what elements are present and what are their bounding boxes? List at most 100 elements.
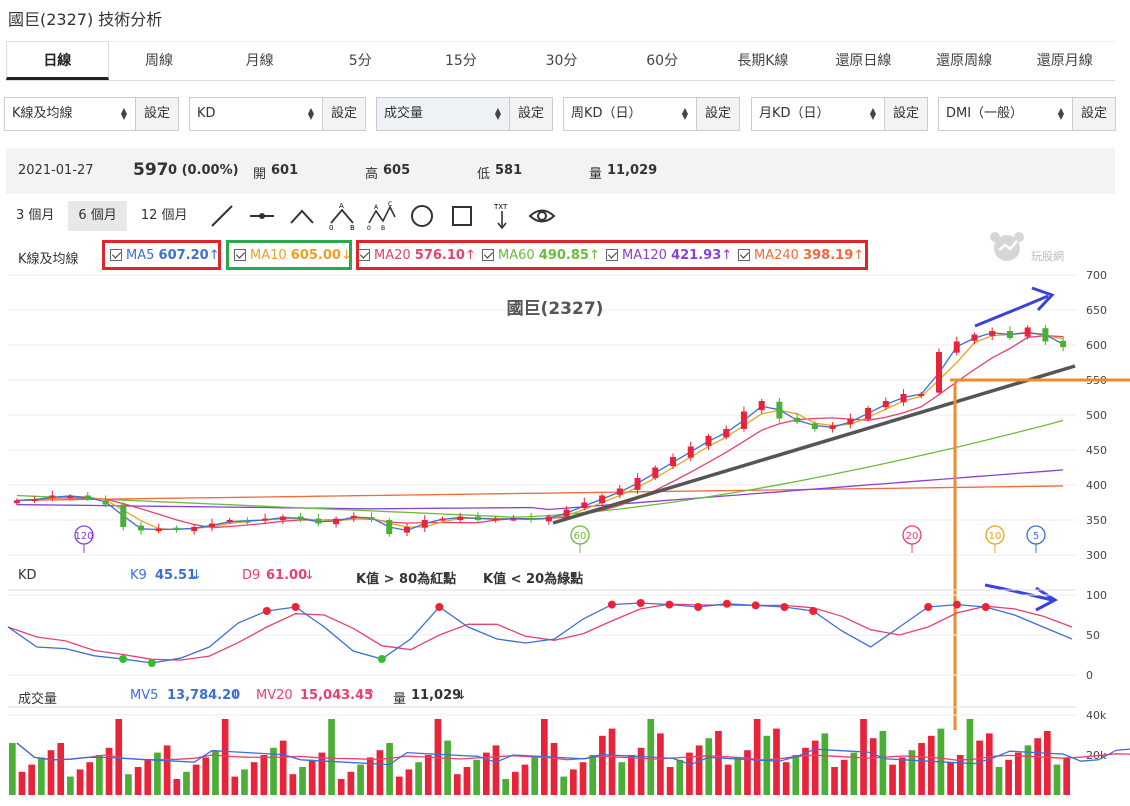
- angle-tool-icon[interactable]: [282, 201, 322, 231]
- indicator-select-6[interactable]: DMI（一般） ▲ ▼: [938, 97, 1072, 131]
- line-tool-icon[interactable]: [202, 201, 242, 231]
- circle-tool-icon[interactable]: [402, 201, 442, 231]
- volume-bar: [502, 779, 509, 795]
- volume-bar: [1043, 731, 1051, 795]
- volume-bar: [415, 762, 422, 795]
- volume-bar: [589, 755, 597, 795]
- tab-5min[interactable]: 5分: [309, 41, 411, 80]
- candle-body: [1006, 331, 1013, 338]
- ma-marker: [74, 525, 94, 545]
- volume-legend: 成交量 MV5 13,784.20 ↓ MV20 15,043.45 ↑ 量 1…: [0, 688, 800, 707]
- indicator-settings-button-3[interactable]: 設定: [509, 97, 553, 131]
- ma240-toggle[interactable]: MA240 398.19↑: [738, 246, 864, 266]
- volume-bar: [995, 767, 1003, 795]
- indicator-select-value: K線及均線: [12, 106, 73, 121]
- indicator-select-5[interactable]: 月KD（日） ▲ ▼: [751, 97, 884, 131]
- checkbox-icon[interactable]: [110, 249, 122, 261]
- kd-oversold-dot: [147, 659, 156, 667]
- select-arrows-icon: ▲ ▼: [869, 106, 876, 121]
- quote-open: 601: [271, 163, 299, 178]
- indicator-settings-button-6[interactable]: 設定: [1072, 97, 1116, 131]
- volume-bar: [753, 719, 761, 795]
- tab-monthly[interactable]: 月線: [209, 41, 310, 80]
- indicator-select-4[interactable]: 周KD（日） ▲ ▼: [563, 97, 696, 131]
- price-tick-label: 600: [1086, 339, 1107, 352]
- ma20-dir: ↑: [464, 248, 476, 263]
- tab-30min[interactable]: 30分: [511, 41, 612, 80]
- indicator-group-1: K線及均線 ▲ ▼ 設定: [4, 97, 179, 131]
- checkbox-icon[interactable]: [234, 249, 246, 261]
- ma5-toggle[interactable]: MA5 607.20↑: [110, 246, 220, 266]
- ma-marker: [570, 525, 590, 545]
- volume-bar: [308, 759, 316, 795]
- volume-bar: [802, 747, 809, 795]
- volume-bar: [67, 776, 74, 795]
- indicator-select-3[interactable]: 成交量 ▲ ▼: [376, 97, 509, 131]
- range-6m-button[interactable]: 6 個月: [68, 201, 127, 231]
- ma120-line: [16, 469, 1064, 511]
- tab-weekly[interactable]: 周線: [108, 41, 210, 80]
- indicator-select-1[interactable]: K線及均線 ▲ ▼: [4, 97, 135, 131]
- abc-pattern-tool-icon[interactable]: A 0 B: [322, 201, 362, 231]
- volume-bar: [570, 769, 577, 795]
- candle-body: [1060, 340, 1067, 348]
- eye-icon[interactable]: [522, 201, 562, 231]
- range-12m-button[interactable]: 12 個月: [140, 208, 188, 223]
- range-3m-button[interactable]: 3 個月: [16, 208, 55, 223]
- tab-adjusted-weekly[interactable]: 還原周線: [913, 41, 1015, 80]
- volume-bar: [105, 747, 113, 795]
- tab-long-term[interactable]: 長期K線: [712, 41, 814, 80]
- ma20-toggle[interactable]: MA20 576.10↑: [358, 246, 476, 266]
- tab-15min[interactable]: 15分: [410, 41, 512, 80]
- volume-bar: [1005, 759, 1012, 795]
- mv5-dir: ↓: [230, 688, 241, 703]
- volume-bar: [221, 719, 229, 795]
- volume-bar: [705, 738, 713, 795]
- tab-60min[interactable]: 60分: [611, 41, 713, 80]
- indicator-group-3: 成交量 ▲ ▼ 設定: [376, 97, 553, 131]
- checkbox-icon[interactable]: [482, 249, 494, 261]
- ma60-toggle[interactable]: MA60 490.85↑: [482, 246, 600, 266]
- ma10-toggle[interactable]: MA10 605.00↓: [234, 246, 352, 266]
- kd-tick-label: 0: [1086, 669, 1093, 682]
- checkbox-icon[interactable]: [606, 249, 618, 261]
- ma-marker-label: 20: [906, 531, 919, 542]
- indicator-settings-button-4[interactable]: 設定: [696, 97, 740, 131]
- volume-bar: [183, 771, 190, 795]
- indicator-settings-button-5[interactable]: 設定: [884, 97, 928, 131]
- volume-bar: [492, 745, 500, 795]
- ma120-toggle[interactable]: MA120 421.93↑: [606, 246, 732, 266]
- tab-adjusted-daily[interactable]: 還原日線: [813, 41, 914, 80]
- volume-bar: [357, 764, 364, 795]
- trend-arrow-kd: [984, 583, 1053, 602]
- page-title: 國巨(2327) 技術分析: [8, 10, 163, 29]
- text-tool-icon[interactable]: TXT: [482, 201, 522, 231]
- trend-arrow-price: [974, 294, 1049, 328]
- volume-bar: [927, 735, 935, 795]
- tab-adjusted-monthly[interactable]: 還原月線: [1014, 41, 1116, 80]
- vol-dir: ↓: [456, 688, 467, 703]
- kd-overbought-dot: [780, 603, 789, 611]
- price-legend: K線及均線 MA5 607.20↑ MA10 605.00↓ MA20 576.…: [0, 242, 1130, 270]
- checkbox-icon[interactable]: [738, 249, 750, 261]
- ma-marker-label: 5: [1033, 531, 1039, 542]
- tab-daily[interactable]: 日線: [6, 41, 109, 80]
- candle-body: [31, 499, 38, 501]
- abcd-pattern-tool-icon[interactable]: A C 0 B: [362, 201, 402, 231]
- indicator-group-5: 月KD（日） ▲ ▼ 設定: [751, 97, 928, 131]
- candle-body: [971, 334, 978, 341]
- indicator-select-2[interactable]: KD ▲ ▼: [189, 97, 322, 131]
- volume-bar: [918, 743, 925, 795]
- candle-body: [794, 417, 801, 422]
- ma60-name: MA60: [498, 248, 535, 263]
- volume-bar: [956, 755, 964, 795]
- candle-body: [492, 518, 499, 521]
- indicator-settings-button-2[interactable]: 設定: [322, 97, 366, 131]
- rectangle-tool-icon[interactable]: [442, 201, 482, 231]
- watermark-text: 玩股網: [1031, 250, 1064, 263]
- horizontal-line-tool-icon[interactable]: [242, 201, 282, 231]
- period-tabs: 日線 周線 月線 5分 15分 30分 60分 長期K線 還原日線 還原周線 還…: [6, 41, 1116, 81]
- svg-text:TXT: TXT: [493, 203, 508, 211]
- indicator-settings-button-1[interactable]: 設定: [135, 97, 179, 131]
